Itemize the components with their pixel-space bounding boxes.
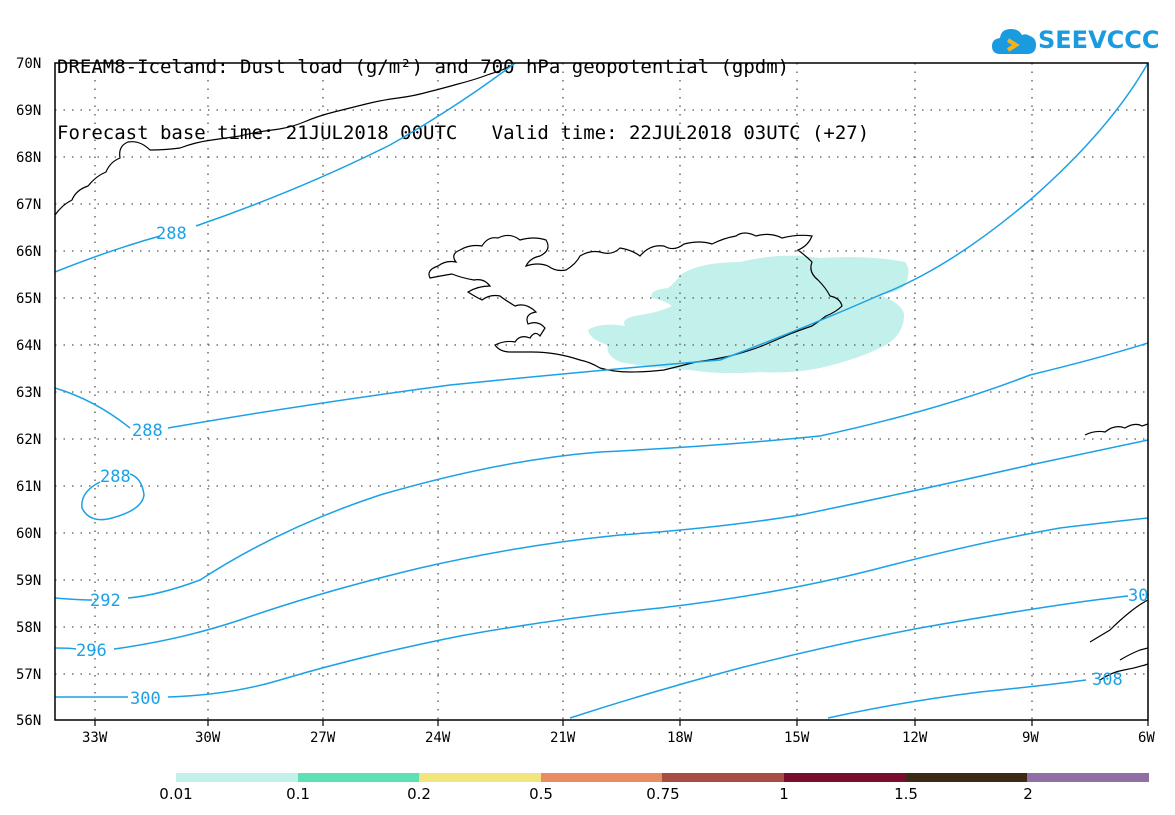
contour-label-308: 308 bbox=[1092, 670, 1123, 690]
graticule bbox=[55, 63, 1148, 720]
lon-label: 6W bbox=[1138, 730, 1155, 746]
lat-label: 70N bbox=[16, 56, 41, 72]
colorbar-label: 1 bbox=[779, 785, 789, 803]
geopotential-contours bbox=[54, 62, 1149, 719]
contour-label-288-north: 288 bbox=[156, 224, 187, 244]
colorbar-segment bbox=[905, 773, 1028, 782]
lat-label: 66N bbox=[16, 244, 41, 260]
title-line-1: DREAM8-Iceland: Dust load (g/m²) and 700… bbox=[57, 56, 790, 78]
greenland-coastline bbox=[54, 63, 515, 216]
lon-label: 33W bbox=[82, 730, 108, 746]
seevccc-logo: SEEVCCC bbox=[990, 20, 1160, 60]
colorbar-label: 0.5 bbox=[529, 785, 553, 803]
cloud-icon bbox=[992, 29, 1036, 54]
title-line-2: Forecast base time: 21JUL2018 00UTC Vali… bbox=[57, 122, 870, 144]
lat-label: 59N bbox=[16, 573, 41, 589]
lat-label: 61N bbox=[16, 479, 41, 495]
colorbar-segment bbox=[1027, 773, 1149, 782]
lat-label: 67N bbox=[16, 197, 41, 213]
contour-label-292: 292 bbox=[90, 591, 121, 611]
colorbar-label: 1.5 bbox=[894, 785, 918, 803]
colorbar-label: 0.75 bbox=[646, 785, 680, 803]
colorbar bbox=[176, 773, 1149, 782]
lat-label: 64N bbox=[16, 338, 41, 354]
lon-label: 15W bbox=[784, 730, 810, 746]
lat-label: 57N bbox=[16, 667, 41, 683]
latitude-labels: 70N 69N 68N 67N 66N 65N 64N 63N 62N 61N … bbox=[16, 56, 41, 729]
map-frame bbox=[54, 62, 1149, 721]
lat-label: 58N bbox=[16, 620, 41, 636]
lon-label: 18W bbox=[667, 730, 693, 746]
lat-label: 62N bbox=[16, 432, 41, 448]
map-title: DREAM8-Iceland: Dust load (g/m²) and 700… bbox=[57, 12, 869, 166]
colorbar-label: 0.2 bbox=[407, 785, 431, 803]
longitude-labels: 33W 30W 27W 24W 21W 18W 15W 12W 9W 6W bbox=[82, 730, 1155, 746]
lat-label: 69N bbox=[16, 103, 41, 119]
coastlines bbox=[54, 63, 1149, 681]
colorbar-segment bbox=[176, 773, 298, 782]
lat-label: 56N bbox=[16, 713, 41, 729]
lon-label: 24W bbox=[425, 730, 451, 746]
colorbar-segment bbox=[783, 773, 906, 782]
lon-label: 21W bbox=[550, 730, 576, 746]
scotland-coastline bbox=[1084, 423, 1149, 681]
colorbar-segment bbox=[662, 773, 784, 782]
lat-label: 63N bbox=[16, 385, 41, 401]
contour-label-288-closed: 288 bbox=[100, 467, 131, 487]
lon-label: 30W bbox=[195, 730, 221, 746]
lat-label: 68N bbox=[16, 150, 41, 166]
axis-ticks bbox=[94, 720, 1149, 726]
colorbar-segment bbox=[419, 773, 541, 782]
lat-label: 60N bbox=[16, 526, 41, 542]
lat-label: 65N bbox=[16, 291, 41, 307]
lon-label: 12W bbox=[902, 730, 928, 746]
contour-label-296: 296 bbox=[76, 641, 107, 661]
colorbar-segment bbox=[540, 773, 663, 782]
colorbar-label: 2 bbox=[1023, 785, 1033, 803]
dust-load-region bbox=[588, 255, 909, 374]
lon-label: 27W bbox=[310, 730, 336, 746]
contour-label-288-south: 288 bbox=[132, 421, 163, 441]
contour-label-30x: 30 bbox=[1128, 586, 1148, 606]
contour-label-300: 300 bbox=[130, 689, 161, 709]
colorbar-label: 0.1 bbox=[286, 785, 310, 803]
logo-text: SEEVCCC bbox=[1038, 26, 1160, 54]
lon-label: 9W bbox=[1022, 730, 1039, 746]
colorbar-segment bbox=[297, 773, 420, 782]
colorbar-label: 0.01 bbox=[159, 785, 193, 803]
